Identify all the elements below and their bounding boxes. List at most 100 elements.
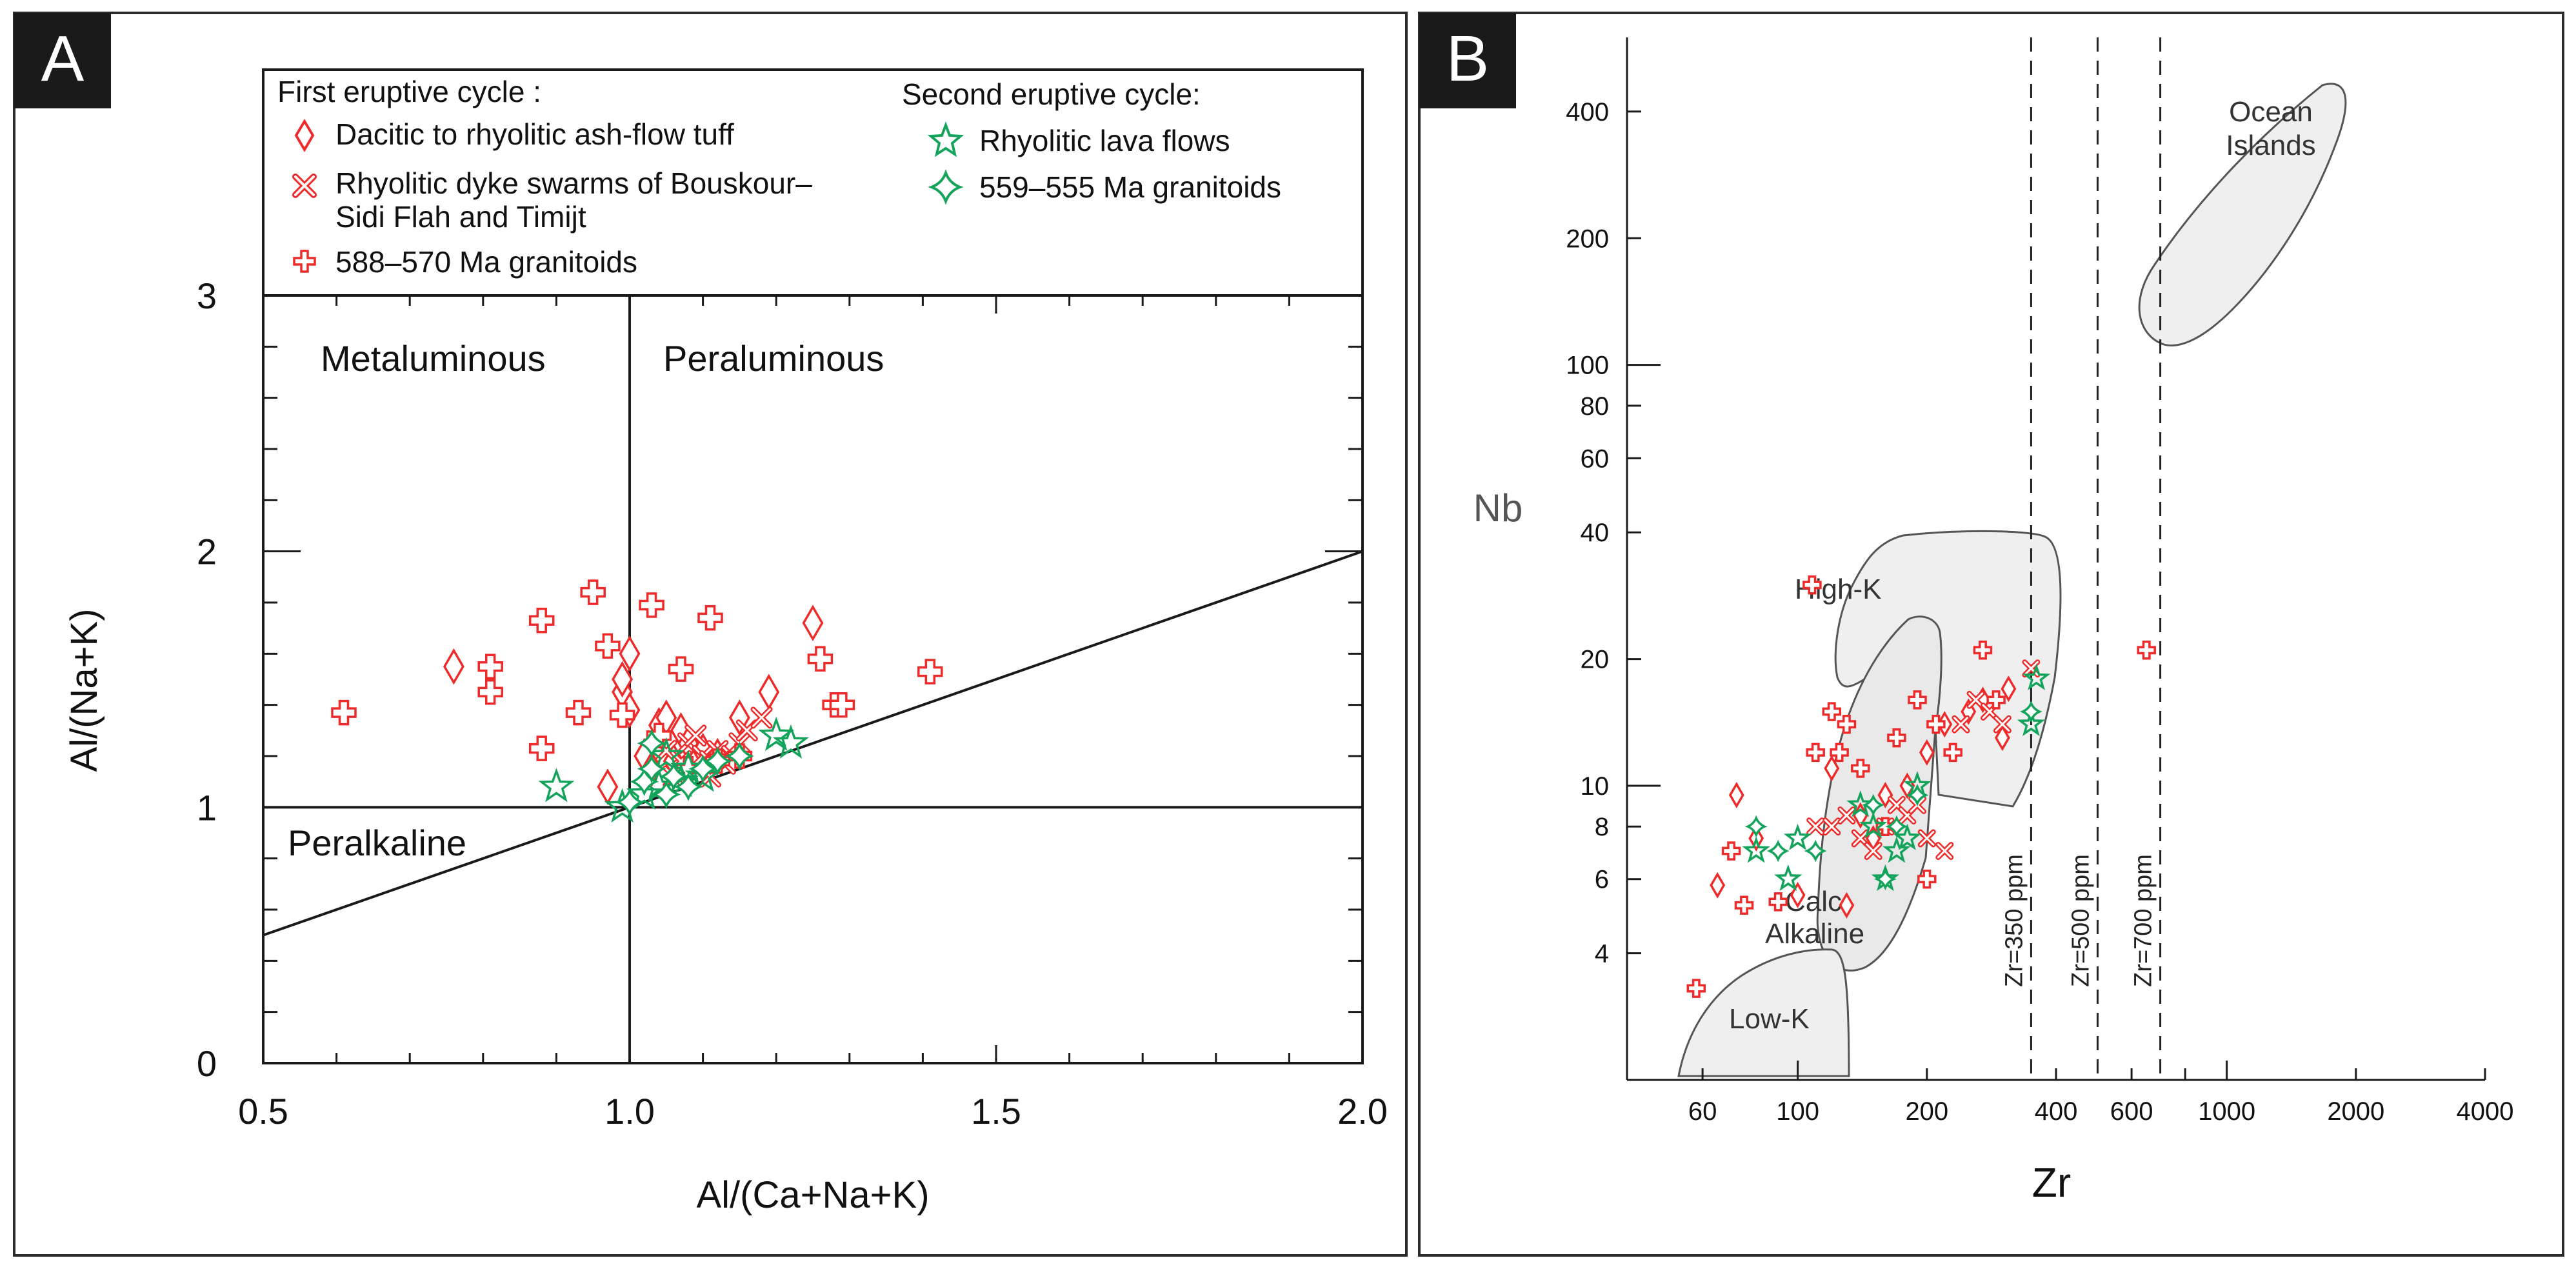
y-tick-label: 4 <box>1595 940 1609 968</box>
data-point-star <box>2022 663 2051 690</box>
data-point-clover <box>2019 700 2042 723</box>
data-point-plus <box>917 659 943 684</box>
legend-first-cycle-title: First eruptive cycle : <box>277 75 541 108</box>
legend: First eruptive cycle : Second eruptive c… <box>262 68 1364 297</box>
field-ocean-islands <box>2138 83 2347 347</box>
data-point-diamond <box>802 604 824 641</box>
plot-a-area <box>262 294 1364 1064</box>
reference-line-label: Zr=350 ppm <box>2001 854 2028 987</box>
data-point-star <box>772 724 809 759</box>
data-point-plus <box>2137 641 2156 660</box>
x-tick-label: 0.5 <box>238 1091 288 1132</box>
data-point-plus <box>1734 895 1754 915</box>
panel-a: A First eruptive cycle : Second eruptive… <box>13 12 1408 1257</box>
data-point-cross <box>1993 715 2012 733</box>
y-tick-label: 1 <box>197 787 217 828</box>
data-point-star <box>1742 836 1770 863</box>
x-tick-label: 100 <box>1776 1097 1819 1126</box>
data-point-diamond <box>619 635 641 672</box>
data-point-clover <box>652 780 681 809</box>
data-point-star <box>758 716 795 752</box>
field-label-alkaline: Alkaline <box>1765 918 1864 950</box>
data-point-diamond <box>1790 881 1806 908</box>
x-tick-label: 600 <box>2110 1097 2153 1126</box>
y-tick-label: 40 <box>1581 519 1610 547</box>
data-point-plus <box>565 699 592 726</box>
data-point-plus <box>528 735 555 761</box>
data-point-clover <box>1873 868 1897 891</box>
data-point-plus <box>609 702 635 728</box>
panel-b-label: B <box>1446 23 1490 95</box>
data-point-cross <box>1966 690 1985 709</box>
data-point-plus <box>1822 702 1842 721</box>
data-point-diamond <box>1919 739 1935 766</box>
data-point-clover <box>688 754 718 784</box>
x-tick-label: 4000 <box>2457 1097 2514 1126</box>
panel-b-label-box <box>1419 13 1516 108</box>
reference-line-diagonal <box>263 550 1363 937</box>
data-point-plus <box>697 605 723 631</box>
data-point-clover <box>637 728 666 758</box>
y-tick-label: 200 <box>1566 224 1609 253</box>
field-label-high-k: High-K <box>1795 574 1882 605</box>
x-tick-label: 60 <box>1688 1097 1717 1126</box>
data-point-plus <box>1926 714 1946 734</box>
data-point-cross <box>684 724 707 747</box>
legend-cross-icon <box>292 174 317 198</box>
data-point-plus <box>331 699 357 726</box>
data-point-star <box>1859 812 1888 839</box>
legend-diamond-icon <box>294 119 315 152</box>
data-point-clover <box>724 741 754 771</box>
data-point-plus <box>1887 728 1906 748</box>
y-tick-label: 80 <box>1581 392 1610 421</box>
data-point-cross <box>1952 715 1970 733</box>
data-point-star <box>1783 823 1812 850</box>
x-tick-label: 200 <box>1905 1097 1948 1126</box>
plot-a-y-axis-label: Al/(Na+K) <box>63 608 105 772</box>
data-point-plus <box>1908 690 1927 710</box>
data-point-clover <box>1766 839 1790 863</box>
data-point-plus <box>1768 892 1788 912</box>
data-point-plus <box>1837 714 1857 734</box>
legend-label-559-555-granitoids: 559–555 Ma granitoids <box>979 170 1281 204</box>
data-point-star <box>626 775 663 810</box>
data-point-diamond <box>612 661 634 698</box>
plot-b-axes: 60 100 200 400 600 1000 2000 4000 4 6 8 10 20 40 60 80 1… <box>1566 37 2513 1126</box>
data-point-plus <box>595 633 621 659</box>
y-tick-label: 20 <box>1581 646 1610 674</box>
data-point-plus <box>807 646 834 672</box>
legend-second-cycle-title: Second eruptive cycle: <box>902 77 1201 111</box>
data-point-cross <box>750 706 773 729</box>
data-point-plus <box>1802 575 1822 595</box>
y-tick-label: 10 <box>1581 772 1610 801</box>
label-peralkaline: Peralkaline <box>288 823 466 863</box>
label-metaluminous: Metaluminous <box>321 338 546 379</box>
field-low-k <box>1677 948 1850 1077</box>
data-point-diamond <box>1728 781 1744 809</box>
y-tick-label: 400 <box>1566 98 1609 126</box>
data-point-plus <box>1973 641 1993 660</box>
panel-a-label-box <box>14 13 111 108</box>
legend-box <box>262 68 1364 297</box>
x-tick-label: 2.0 <box>1337 1091 1388 1132</box>
plot-b-x-axis-label: Zr <box>2032 1159 2071 1206</box>
legend-label-dyke-swarms-line-2: Sidi Flah and Timijt <box>335 200 586 234</box>
x-tick-label: 1000 <box>2198 1097 2255 1126</box>
data-point-cross <box>1837 806 1856 825</box>
plot-a-x-tick-labels: 0.5 1.0 1.5 2.0 <box>238 1091 1388 1132</box>
plot-a-y-tick-labels: 0 1 2 3 <box>197 275 217 1084</box>
data-point-star <box>1882 836 1911 863</box>
plot-a-points <box>331 579 943 823</box>
data-point-star <box>2017 709 2046 737</box>
plot-b-points <box>1686 575 2156 998</box>
data-point-star <box>1893 823 1922 850</box>
x-tick-label: 1.0 <box>604 1091 655 1132</box>
field-label-islands: Islands <box>2226 130 2315 161</box>
legend-label-rhyolitic-lava-flows: Rhyolitic lava flows <box>979 124 1230 157</box>
legend-clover-icon <box>928 169 964 205</box>
data-point-plus <box>1943 743 1962 763</box>
data-point-star <box>538 768 575 803</box>
panel-a-label: A <box>41 23 85 95</box>
data-point-plus <box>668 656 694 682</box>
data-point-plus <box>1917 869 1937 889</box>
